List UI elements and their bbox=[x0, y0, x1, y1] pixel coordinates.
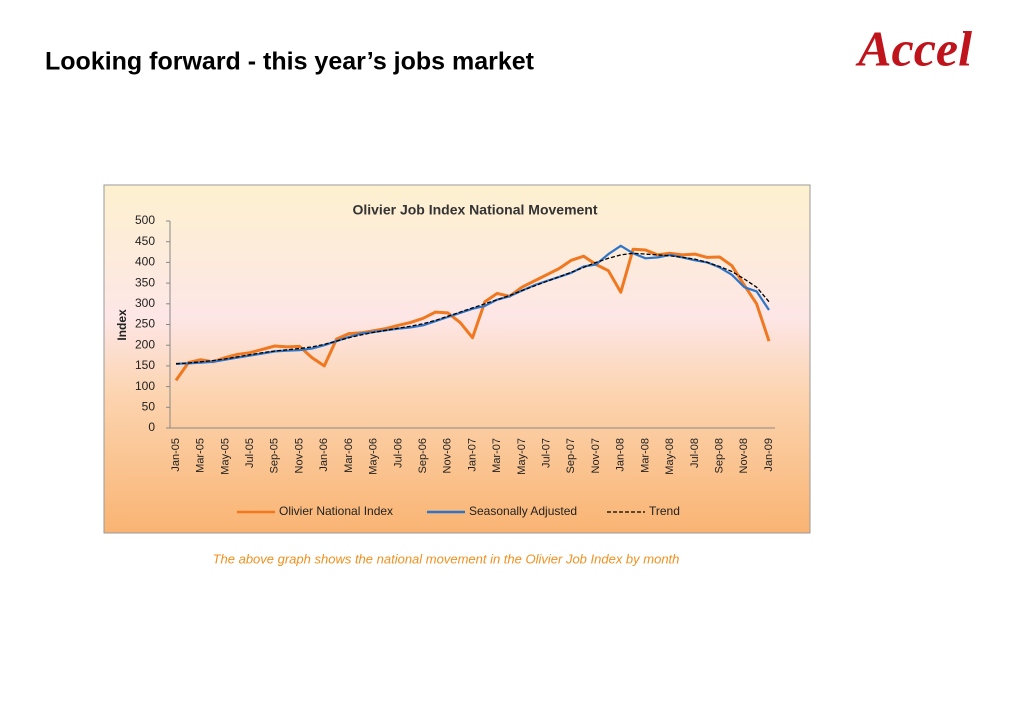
x-tick-label: May-06 bbox=[368, 438, 380, 475]
series-line bbox=[174, 247, 771, 382]
x-tick-label: Sep-08 bbox=[713, 438, 725, 473]
x-tick-label: Nov-08 bbox=[738, 438, 750, 473]
x-tick-label: May-08 bbox=[664, 438, 676, 475]
y-tick-label: 500 bbox=[135, 213, 155, 227]
y-tick-label: 450 bbox=[135, 234, 155, 248]
x-tick-label: Jul-08 bbox=[689, 438, 701, 468]
x-tick-label: Jan-09 bbox=[763, 438, 775, 472]
y-tick-label: 250 bbox=[135, 317, 155, 331]
x-tick-label: Mar-05 bbox=[195, 438, 207, 473]
x-tick-label: Mar-06 bbox=[343, 438, 355, 473]
x-tick-label: May-05 bbox=[219, 438, 231, 475]
y-axis-label: Index bbox=[115, 309, 129, 341]
legend-label: Trend bbox=[649, 504, 680, 518]
y-tick-label: 100 bbox=[135, 379, 155, 393]
x-tick-label: Nov-07 bbox=[590, 438, 602, 473]
x-tick-label: Jan-06 bbox=[318, 438, 330, 472]
plot: 0 50 100 150 200 250 300 350 400 450 500 Jan-05 Mar-… bbox=[135, 213, 775, 518]
x-tick-label: Jul-06 bbox=[392, 438, 404, 468]
x-tick-label: Sep-06 bbox=[417, 438, 429, 473]
x-tick-label: Sep-07 bbox=[565, 438, 577, 473]
x-tick-label: Jan-08 bbox=[615, 438, 627, 472]
x-tick-label: Jul-07 bbox=[541, 438, 553, 468]
y-tick-label: 200 bbox=[135, 337, 155, 351]
y-tick-label: 400 bbox=[135, 255, 155, 269]
logo: Accel bbox=[855, 20, 972, 76]
slide-title: Looking forward - this year’s jobs marke… bbox=[45, 48, 535, 76]
legend-label: Olivier National Index bbox=[279, 504, 393, 518]
chart-frame bbox=[103, 184, 811, 534]
x-tick-label: Sep-05 bbox=[269, 438, 281, 473]
caption: The above graph shows the national movem… bbox=[213, 551, 680, 566]
legend-label: Seasonally Adjusted bbox=[469, 504, 577, 518]
x-tick-label: Mar-07 bbox=[491, 438, 503, 473]
x-tick-label: Jan-05 bbox=[170, 438, 182, 472]
y-tick-label: 350 bbox=[135, 275, 155, 289]
x-tick-label: Mar-08 bbox=[639, 438, 651, 473]
x-tick-label: Nov-05 bbox=[293, 438, 305, 473]
y-tick-label: 0 bbox=[148, 420, 155, 434]
y-tick-label: 300 bbox=[135, 296, 155, 310]
x-tick-label: Nov-06 bbox=[442, 438, 454, 473]
y-tick-label: 150 bbox=[135, 358, 155, 372]
y-tick-label: 50 bbox=[142, 399, 156, 413]
x-tick-label: Jan-07 bbox=[466, 438, 478, 472]
x-tick-label: May-07 bbox=[516, 438, 528, 475]
series-line bbox=[175, 252, 770, 365]
x-tick-label: Jul-05 bbox=[244, 438, 256, 468]
chart-title: Olivier Job Index National Movement bbox=[352, 202, 597, 218]
